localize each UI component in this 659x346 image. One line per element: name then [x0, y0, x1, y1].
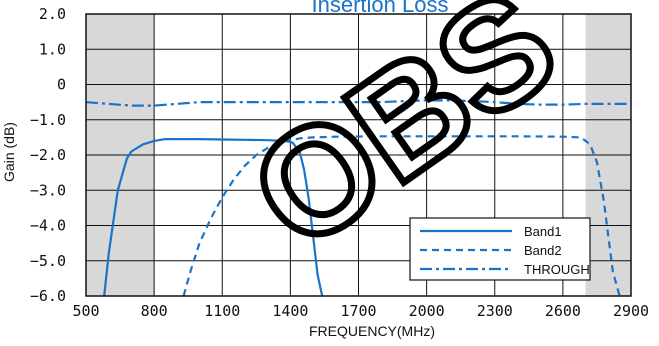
- x-axis-label: FREQUENCY(MHz): [309, 323, 435, 339]
- x-tick-label: 1400: [272, 302, 308, 320]
- y-tick-label: −5.0: [30, 252, 66, 270]
- y-tick-label: 2.0: [39, 5, 66, 23]
- y-tick-label: −6.0: [30, 287, 66, 305]
- y-tick-label: −3.0: [30, 181, 66, 199]
- x-tick-label: 800: [141, 302, 168, 320]
- x-tick-label: 2000: [409, 302, 445, 320]
- legend: Band1 Band2 THROUGH: [409, 217, 591, 281]
- x-tick-label: 500: [72, 302, 99, 320]
- series-line-through: [86, 99, 631, 107]
- y-tick-labels: 2.0 1.0 0 −1.0 −2.0 −3.0 −4.0 −5.0 −6.0: [30, 5, 66, 305]
- y-tick-label: 1.0: [39, 40, 66, 58]
- legend-label-band2: Band2: [524, 243, 562, 258]
- y-tick-label: −2.0: [30, 146, 66, 164]
- x-tick-label: 2900: [613, 302, 649, 320]
- x-tick-labels: 500 800 1100 1400 1700 2000 2300 2600 2900: [72, 302, 649, 320]
- series-lines: [86, 99, 631, 296]
- y-axis-label: Gain (dB): [1, 122, 17, 182]
- legend-label-through: THROUGH: [524, 262, 590, 277]
- y-tick-label: −4.0: [30, 217, 66, 235]
- y-tick-label: −1.0: [30, 111, 66, 129]
- y-tick-label: 0: [57, 76, 66, 94]
- x-tick-label: 1700: [340, 302, 376, 320]
- x-tick-label: 2600: [545, 302, 581, 320]
- x-tick-label: 1100: [204, 302, 240, 320]
- x-tick-label: 2300: [477, 302, 513, 320]
- legend-label-band1: Band1: [524, 224, 562, 239]
- plot-frame: [85, 13, 632, 297]
- series-line-band2: [182, 135, 621, 296]
- chart-title: Insertion Loss: [312, 0, 449, 17]
- series-line-band1: [103, 138, 324, 296]
